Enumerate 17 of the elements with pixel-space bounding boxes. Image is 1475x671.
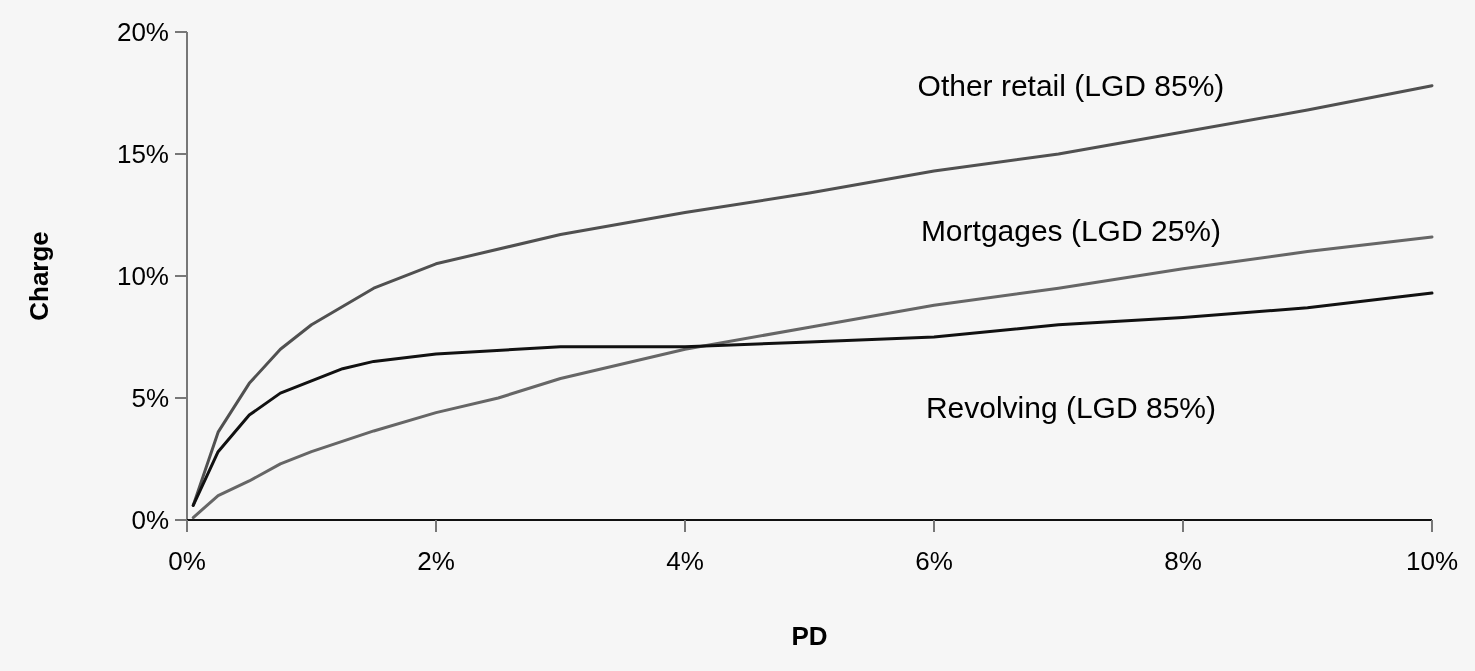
series-label: Mortgages (LGD 25%)	[920, 213, 1222, 247]
x-axis-title: PD	[791, 621, 828, 651]
y-tick-label: 20%	[116, 17, 169, 48]
y-tick-label: 10%	[116, 261, 169, 292]
x-tick-label: 4%	[666, 546, 704, 576]
x-tick-label: 6%	[915, 546, 953, 576]
y-tick-label: 15%	[116, 139, 169, 170]
x-tick-label: 10%	[1405, 546, 1459, 576]
x-tick-label: 2%	[417, 546, 455, 576]
series-label: Revolving (LGD 85%)	[925, 390, 1217, 424]
series-label: Other retail (LGD 85%)	[917, 69, 1225, 103]
x-tick-label: 8%	[1164, 546, 1202, 576]
y-tick-label: 0%	[131, 505, 169, 536]
line-series	[191, 291, 1434, 507]
y-axis-title: Charge	[24, 231, 54, 321]
y-tick-label: 5%	[131, 383, 169, 414]
x-tick-label: 0%	[168, 546, 206, 576]
